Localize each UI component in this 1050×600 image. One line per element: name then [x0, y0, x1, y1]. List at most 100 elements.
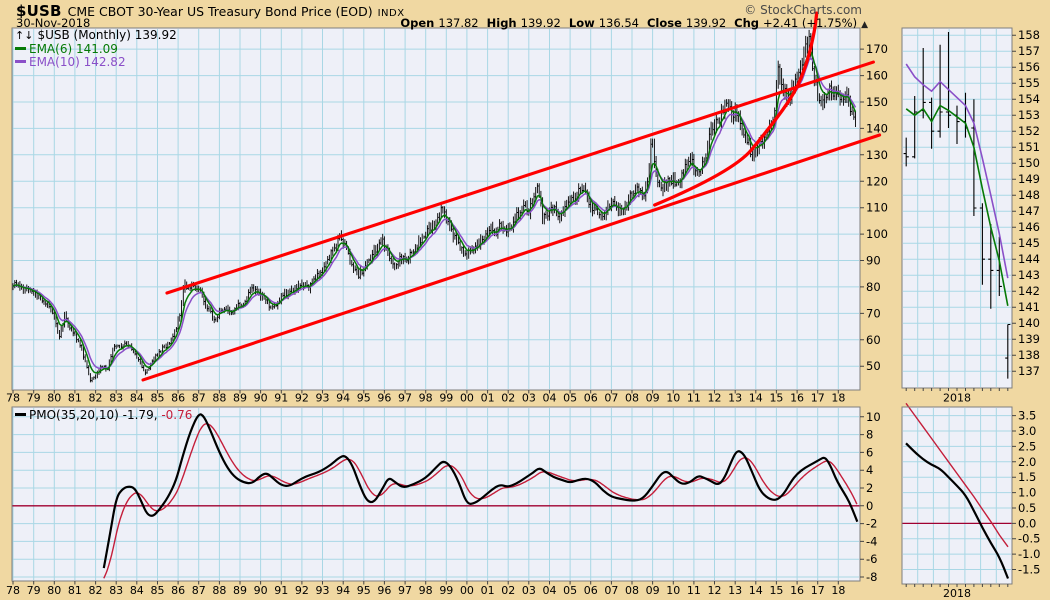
legend-ema6-row: EMA(6) 141.09 [15, 42, 177, 57]
svg-text:03: 03 [522, 584, 536, 597]
exchange-label: INDX [377, 8, 405, 19]
svg-text:92: 92 [295, 584, 309, 597]
svg-text:110: 110 [866, 201, 888, 215]
svg-text:142: 142 [1018, 284, 1040, 298]
inset-ema10-line [905, 63, 1009, 279]
svg-text:18: 18 [831, 392, 845, 405]
svg-text:96: 96 [377, 584, 391, 597]
svg-text:147: 147 [1018, 204, 1040, 218]
svg-text:83: 83 [109, 392, 123, 405]
price-inset-2018 [903, 32, 1011, 379]
svg-text:153: 153 [1018, 108, 1040, 122]
svg-text:148: 148 [1018, 188, 1040, 202]
svg-text:90: 90 [866, 254, 881, 268]
svg-text:145: 145 [1018, 236, 1040, 250]
svg-text:149: 149 [1018, 172, 1040, 186]
up-triangle-icon: ▲ [861, 20, 868, 30]
svg-text:155: 155 [1018, 76, 1040, 90]
svg-text:91: 91 [274, 584, 288, 597]
pmo-signal-value: -0.76 [161, 408, 193, 422]
svg-text:93: 93 [316, 392, 330, 405]
svg-text:10: 10 [666, 584, 680, 597]
svg-text:70: 70 [866, 306, 881, 320]
svg-text:85: 85 [150, 392, 164, 405]
svg-text:95: 95 [357, 392, 371, 405]
svg-text:07: 07 [604, 392, 618, 405]
svg-text:2: 2 [866, 481, 873, 495]
svg-text:02: 02 [501, 584, 515, 597]
pmo-line [102, 413, 859, 569]
svg-text:2018: 2018 [943, 587, 971, 600]
svg-text:154: 154 [1018, 92, 1040, 106]
quote-row: Open 137.82 High 139.92 Low 136.54 Close 139.92… [392, 16, 868, 30]
main-price-panel [12, 29, 857, 383]
svg-text:143: 143 [1018, 268, 1040, 282]
svg-text:0.5: 0.5 [1018, 501, 1036, 515]
svg-text:-1.0: -1.0 [1018, 547, 1040, 561]
svg-text:09: 09 [646, 584, 660, 597]
svg-text:150: 150 [1018, 156, 1040, 170]
gridlines [12, 29, 1011, 583]
svg-text:91: 91 [274, 392, 288, 405]
svg-text:3.5: 3.5 [1018, 409, 1036, 423]
price-legend: ↑↓ $USB (Monthly) 139.92 EMA(6) 141.09 EM… [15, 28, 177, 70]
svg-text:0: 0 [866, 499, 873, 513]
symbol: $USB [16, 2, 62, 20]
svg-text:11: 11 [687, 392, 701, 405]
close-value: 139.92 [685, 16, 727, 30]
svg-text:14: 14 [749, 392, 763, 405]
pmo-legend: PMO(35,20,10) -1.79, -0.76 [15, 408, 192, 422]
svg-text:88: 88 [212, 584, 226, 597]
updown-arrows-icon: ↑↓ [15, 29, 34, 42]
svg-text:05: 05 [563, 392, 577, 405]
svg-text:79: 79 [27, 584, 41, 597]
svg-text:99: 99 [439, 392, 453, 405]
svg-text:-8: -8 [866, 570, 877, 584]
svg-text:50: 50 [866, 359, 881, 373]
svg-text:80: 80 [47, 392, 61, 405]
svg-text:04: 04 [542, 392, 556, 405]
svg-text:6: 6 [866, 445, 873, 459]
svg-text:140: 140 [866, 121, 888, 135]
copyright: © StockCharts.com [744, 3, 862, 17]
svg-text:94: 94 [336, 392, 350, 405]
svg-text:152: 152 [1018, 124, 1040, 138]
svg-text:78: 78 [6, 392, 20, 405]
svg-text:138: 138 [1018, 348, 1040, 362]
svg-text:-2: -2 [866, 517, 877, 531]
svg-text:12: 12 [708, 392, 722, 405]
ema6-line-swatch-icon [15, 46, 26, 50]
svg-text:86: 86 [171, 392, 185, 405]
svg-text:150: 150 [866, 95, 888, 109]
pmo-inset-2018 [902, 402, 1012, 579]
svg-text:02: 02 [501, 392, 515, 405]
svg-text:157: 157 [1018, 44, 1040, 58]
svg-text:130: 130 [866, 148, 888, 162]
svg-text:09: 09 [646, 392, 660, 405]
svg-text:2.5: 2.5 [1018, 439, 1036, 453]
svg-text:141: 141 [1018, 300, 1040, 314]
svg-text:100: 100 [866, 227, 888, 241]
pmo-panel [12, 413, 860, 579]
pmo-line-swatch-icon [15, 413, 26, 416]
open-value: 137.82 [438, 16, 479, 30]
svg-text:98: 98 [419, 392, 433, 405]
svg-text:81: 81 [68, 584, 82, 597]
svg-text:00: 00 [460, 392, 474, 405]
svg-text:-1.5: -1.5 [1018, 563, 1040, 577]
low-label: Low [568, 16, 595, 30]
svg-text:08: 08 [625, 584, 639, 597]
svg-text:87: 87 [192, 392, 206, 405]
svg-text:158: 158 [1018, 28, 1040, 42]
inset-pmo-signal-line [905, 402, 1009, 548]
inset-ema6-line [905, 104, 1009, 306]
legend-ema10-text: EMA(10) 142.82 [29, 55, 126, 69]
legend-symbol-text: $USB (Monthly) 139.92 [37, 28, 177, 42]
svg-text:80: 80 [47, 584, 61, 597]
ema6-line [12, 50, 857, 374]
svg-text:03: 03 [522, 392, 536, 405]
svg-text:99: 99 [439, 584, 453, 597]
svg-text:89: 89 [233, 392, 247, 405]
svg-text:97: 97 [398, 392, 412, 405]
